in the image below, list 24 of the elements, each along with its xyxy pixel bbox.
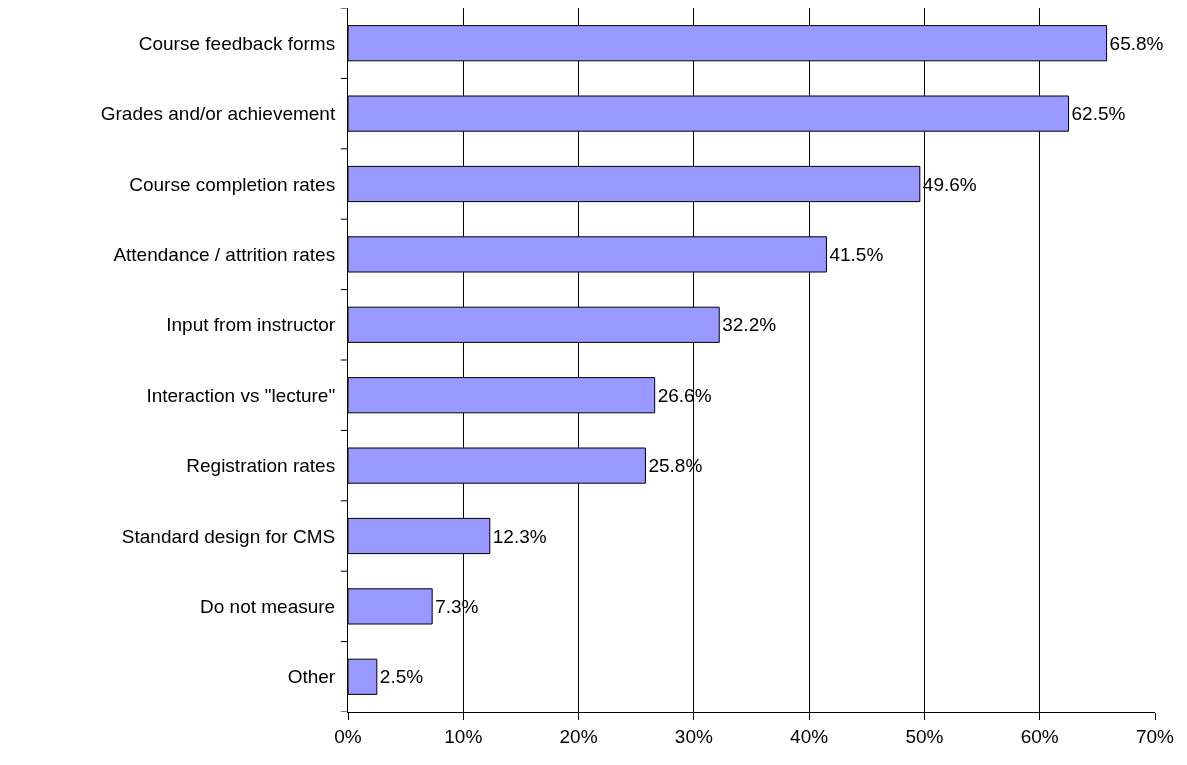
data-label: 32.2%: [722, 314, 777, 336]
y-tick-label: Do not measure: [200, 596, 336, 618]
x-tick-label: 60%: [1020, 725, 1059, 747]
data-label: 41.5%: [829, 243, 884, 265]
y-tick-label: Course completion rates: [129, 173, 336, 195]
x-tick-label: 50%: [905, 725, 944, 747]
data-label: 12.3%: [492, 525, 547, 547]
y-tick-label: Course feedback forms: [138, 32, 336, 54]
data-label: 2.5%: [379, 666, 424, 688]
x-tick-label: 30%: [674, 725, 713, 747]
x-tick-label: 40%: [790, 725, 829, 747]
y-tick-label: Other: [287, 666, 336, 688]
data-label: 62.5%: [1071, 103, 1126, 125]
y-tick-label: Interaction vs "lecture": [146, 384, 336, 406]
y-tick-label: Grades and/or achievement: [100, 103, 336, 125]
x-tick-label: 0%: [334, 725, 362, 747]
x-tick-label: 10%: [444, 725, 483, 747]
y-tick-label: Registration rates: [186, 455, 336, 477]
y-tick-label: Standard design for CMS: [121, 525, 336, 547]
x-tick-label: 70%: [1135, 725, 1175, 747]
y-tick-label: Input from instructor: [166, 314, 336, 336]
data-label: 65.8%: [1109, 32, 1164, 54]
y-tick-label: Attendance / attrition rates: [113, 244, 336, 266]
x-tick-label: 20%: [559, 725, 598, 747]
